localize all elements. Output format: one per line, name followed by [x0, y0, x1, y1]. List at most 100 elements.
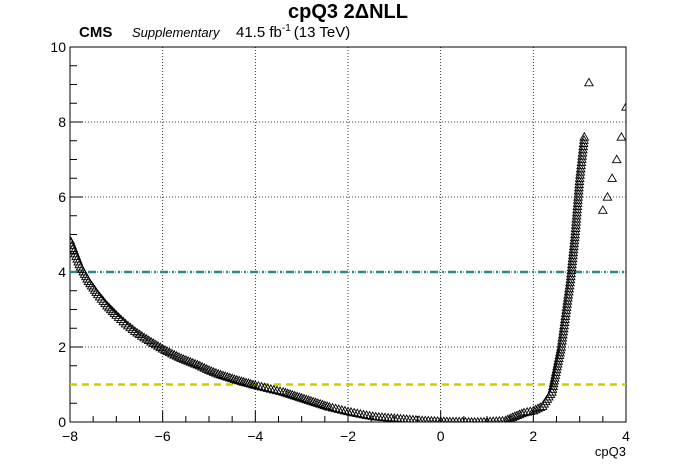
data-point	[327, 402, 338, 412]
data-point	[574, 173, 585, 182]
data-point	[157, 343, 168, 353]
data-point	[308, 396, 319, 406]
data-point	[572, 204, 583, 214]
data-point	[611, 154, 622, 164]
reference-lines	[70, 270, 626, 386]
data-point	[576, 160, 587, 170]
data-point	[553, 353, 564, 362]
data-point	[176, 353, 187, 362]
experiment-label: CMS	[79, 24, 112, 41]
data-point	[548, 381, 559, 390]
data-point	[315, 398, 326, 408]
data-point	[146, 336, 157, 346]
data-point	[569, 238, 580, 248]
data-point	[558, 323, 569, 333]
data-point	[153, 340, 164, 350]
data-point	[519, 407, 530, 417]
x-tick-label: 0	[437, 428, 445, 444]
data-point	[134, 329, 145, 339]
data-point	[178, 354, 189, 363]
data-point	[578, 141, 589, 151]
data-point	[557, 329, 568, 339]
data-point	[190, 358, 201, 368]
data-point	[565, 274, 576, 284]
data-point	[621, 101, 626, 111]
data-point	[343, 406, 353, 416]
data-point	[572, 198, 583, 207]
data-point	[509, 411, 520, 420]
data-point	[105, 304, 116, 314]
data-point	[98, 296, 109, 305]
data-point	[501, 415, 510, 422]
data-point	[312, 398, 323, 407]
data-point	[512, 410, 523, 420]
data-point	[570, 223, 581, 232]
data-point	[528, 405, 539, 415]
data-point	[471, 416, 478, 422]
data-point	[421, 415, 429, 422]
data-point	[418, 415, 426, 422]
data-point	[572, 201, 583, 210]
data-point	[567, 253, 578, 263]
data-point	[296, 392, 307, 402]
data-point	[415, 415, 423, 422]
data-point	[507, 412, 518, 422]
data-point	[171, 350, 182, 360]
data-point	[280, 387, 291, 397]
data-point	[430, 415, 438, 422]
x-tick-label: −6	[155, 428, 171, 444]
data-point	[111, 310, 122, 319]
lumi-value: 41.5 fb	[236, 24, 282, 41]
data-points	[70, 77, 626, 422]
data-point	[474, 416, 481, 422]
data-point	[571, 213, 582, 223]
data-point	[285, 389, 296, 398]
data-point	[583, 77, 594, 87]
lumi-exponent: -1	[282, 23, 291, 34]
data-point	[118, 316, 129, 326]
data-point	[576, 154, 587, 163]
data-point	[398, 413, 409, 422]
data-point	[616, 131, 626, 141]
data-point	[560, 311, 571, 320]
data-point	[607, 173, 618, 182]
data-point	[568, 247, 579, 257]
data-point	[568, 241, 579, 251]
data-point	[505, 413, 516, 422]
data-point	[122, 320, 133, 330]
data-point	[319, 400, 330, 410]
data-point	[549, 372, 560, 382]
data-point	[573, 188, 584, 198]
data-point	[577, 144, 588, 154]
data-point	[287, 389, 298, 399]
data-point	[115, 314, 126, 324]
data-point	[557, 332, 568, 342]
data-point	[220, 371, 231, 380]
data-point	[575, 166, 586, 176]
data-point	[336, 404, 347, 414]
data-point	[305, 395, 316, 405]
data-point	[245, 378, 256, 388]
data-point	[268, 384, 279, 394]
data-point	[208, 367, 219, 376]
data-point	[549, 375, 560, 385]
x-tick-label: −2	[340, 428, 356, 444]
data-point	[346, 407, 357, 416]
data-point	[294, 392, 305, 401]
data-point	[571, 210, 582, 220]
data-point	[367, 411, 378, 420]
data-point	[103, 302, 114, 312]
data-point	[127, 324, 138, 333]
data-point	[578, 138, 589, 147]
data-point	[495, 415, 503, 422]
data-point	[183, 355, 194, 365]
data-point	[227, 373, 238, 383]
data-point	[303, 395, 314, 404]
data-point	[256, 381, 267, 391]
data-point	[602, 191, 613, 201]
data-point	[462, 416, 469, 422]
data-point	[564, 283, 575, 293]
data-point	[185, 356, 196, 366]
data-point	[361, 410, 372, 419]
